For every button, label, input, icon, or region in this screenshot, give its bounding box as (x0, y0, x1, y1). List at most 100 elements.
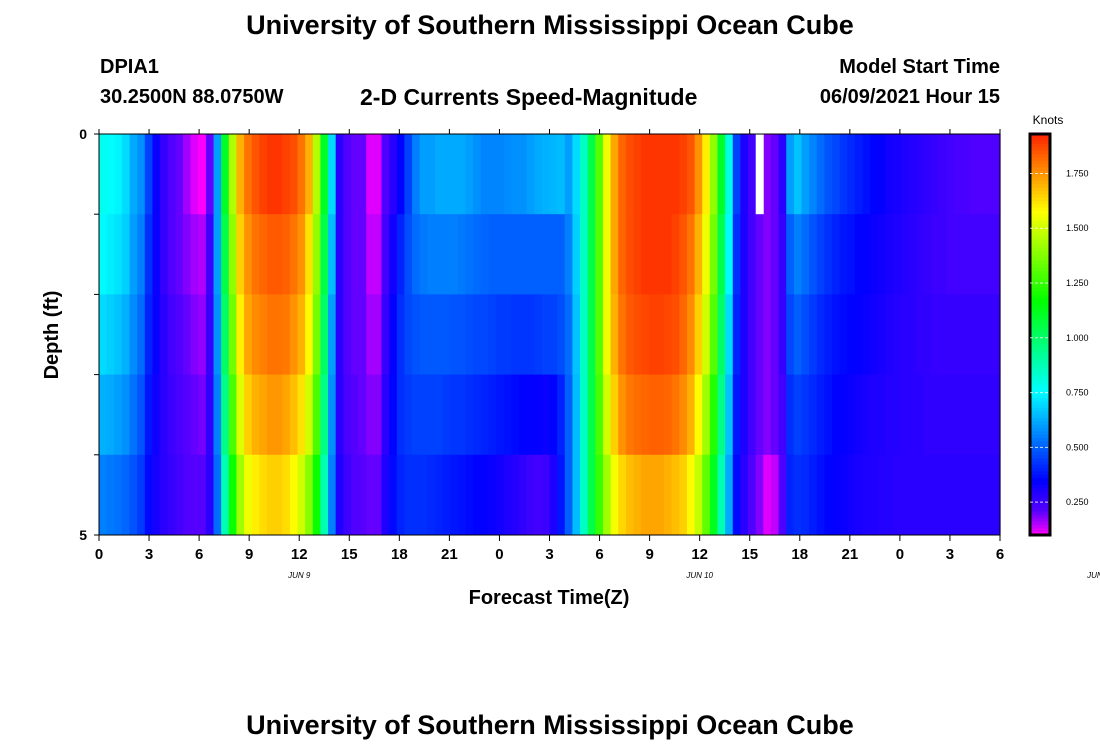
heatmap-cell (740, 214, 749, 295)
heatmap-cell (900, 134, 909, 215)
colorbar-swatch (1030, 394, 1050, 399)
heatmap-cell (129, 374, 138, 456)
heatmap-cell (648, 214, 657, 295)
heatmap-cell (412, 134, 421, 215)
heatmap-cell (977, 294, 986, 375)
heatmap-cell (816, 294, 825, 375)
heatmap-cell (862, 134, 871, 215)
heatmap-cell (160, 134, 169, 215)
heatmap-cell (450, 454, 459, 536)
colorbar-swatch (1030, 144, 1050, 148)
heatmap-cell (816, 214, 825, 295)
x-tick-label: 3 (145, 546, 153, 563)
x-tick-label: 9 (245, 546, 253, 563)
heatmap-cell (442, 294, 451, 375)
colorbar-swatch (1030, 371, 1050, 376)
heatmap-cell (182, 374, 192, 456)
heatmap-cell (305, 374, 314, 456)
heatmap-cell (404, 454, 413, 536)
heatmap-cell (694, 454, 703, 536)
colorbar-tick-label: 1.250 (1066, 278, 1089, 288)
heatmap-cell (274, 294, 283, 375)
heatmap-cell (954, 214, 963, 295)
heatmap-cell (259, 374, 268, 456)
heatmap-cell (572, 214, 581, 295)
heatmap-cell (969, 214, 978, 295)
heatmap-cell (335, 374, 344, 456)
x-tick-label: 0 (95, 546, 103, 563)
heatmap-cell (297, 214, 306, 295)
colorbar-swatch (1030, 391, 1050, 396)
heatmap-cell (305, 134, 314, 215)
heatmap-cell (244, 294, 253, 375)
heatmap-cell (633, 454, 642, 536)
heatmap-cell (503, 214, 512, 295)
heatmap-cell (839, 374, 848, 456)
heatmap-cell (893, 374, 902, 456)
heatmap-cell (625, 454, 635, 536)
colorbar-swatch (1030, 314, 1050, 319)
heatmap-cell (366, 294, 375, 375)
colorbar-swatch (1030, 200, 1050, 205)
heatmap-cell (809, 134, 818, 215)
heatmap-cell (358, 214, 367, 295)
colorbar-swatch (1030, 301, 1050, 305)
heatmap-cell (282, 374, 291, 456)
colorbar-swatch (1030, 367, 1050, 372)
heatmap-cell (709, 214, 719, 295)
heatmap-cell (725, 454, 734, 536)
heatmap-cell (198, 454, 207, 536)
heatmap-cell (335, 294, 344, 375)
colorbar-title: Knots (1033, 113, 1064, 127)
heatmap-cell (832, 214, 841, 295)
heatmap-cell (816, 134, 825, 215)
heatmap-cell (625, 294, 635, 375)
heatmap-cell (641, 374, 650, 456)
heatmap-cell (587, 134, 596, 215)
heatmap-cell (343, 214, 352, 295)
heatmap-cell (228, 374, 238, 456)
heatmap-cell (916, 134, 925, 215)
colorbar-swatch (1030, 494, 1050, 499)
heatmap-cell (938, 134, 948, 215)
heatmap-cell (373, 214, 383, 295)
colorbar-tick-label: 0.500 (1066, 442, 1089, 452)
heatmap-cell (381, 134, 390, 215)
heatmap-cell (320, 294, 329, 375)
heatmap-cell (877, 214, 887, 295)
heatmap-cell (885, 214, 894, 295)
heatmap-cell (732, 134, 741, 215)
heatmap-cell (824, 374, 833, 456)
colorbar-swatch (1030, 274, 1050, 279)
heatmap-cell (297, 294, 306, 375)
colorbar-tick-label: 1.500 (1066, 223, 1089, 233)
heatmap-cell (366, 214, 375, 295)
heatmap-cell (129, 134, 138, 215)
heatmap-cell (496, 374, 505, 456)
heatmap-cell (167, 454, 176, 536)
heatmap-cell (977, 134, 986, 215)
heatmap-cell (427, 134, 436, 215)
heatmap-cell (244, 374, 253, 456)
heatmap-cell (931, 134, 940, 215)
colorbar-swatch (1030, 451, 1050, 456)
heatmap-cell (946, 214, 955, 295)
colorbar-swatch (1030, 250, 1050, 255)
heatmap-cell (404, 294, 413, 375)
x-tick-label: 15 (341, 546, 358, 563)
heatmap-cell (419, 374, 428, 456)
heatmap-cell (977, 374, 986, 456)
heatmap-cell (144, 374, 154, 456)
heatmap-cell (702, 294, 711, 375)
heatmap-cell (350, 454, 360, 536)
colorbar-swatch (1030, 464, 1050, 469)
colorbar-swatch (1030, 321, 1050, 325)
heatmap-cell (167, 134, 176, 215)
heatmap-cell (946, 374, 955, 456)
heatmap-cell (343, 454, 352, 536)
colorbar-swatch (1030, 488, 1050, 493)
heatmap-cell (389, 374, 398, 456)
heatmap-cell (434, 134, 444, 215)
heatmap-cell (954, 134, 963, 215)
heatmap-cell (809, 294, 818, 375)
